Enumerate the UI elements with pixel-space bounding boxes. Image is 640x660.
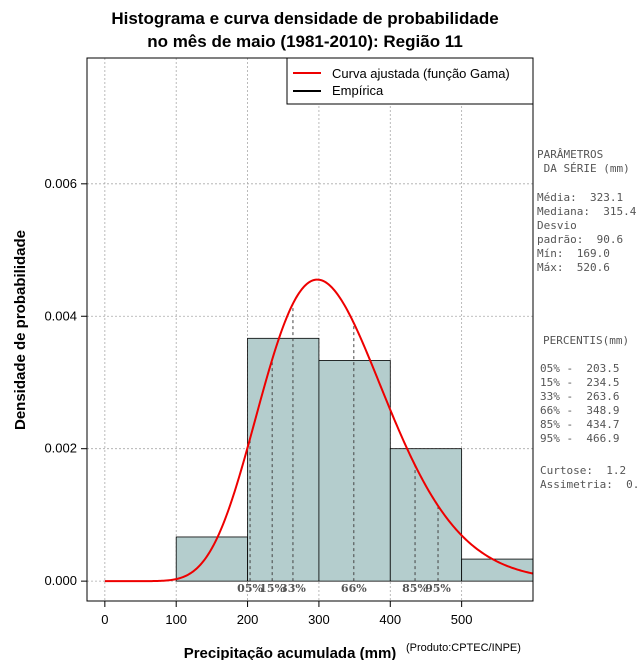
param-mediana: Mediana: 315.4 bbox=[537, 205, 637, 218]
percentil-33: 33% - 263.6 bbox=[540, 390, 619, 403]
percentil-05: 05% - 203.5 bbox=[540, 362, 619, 375]
y-tick-label-0.006: 0.006 bbox=[44, 176, 77, 191]
percentile-labels: 05%15%33% 66% 85%95% bbox=[237, 582, 451, 595]
percentil-85: 85% - 434.7 bbox=[540, 418, 619, 431]
chart-title-line1: Histograma e curva densidade de probabil… bbox=[111, 9, 498, 28]
credit-text: (Produto:CPTEC/INPE) bbox=[406, 642, 521, 654]
stat-curtose: Curtose: 1.2 bbox=[540, 464, 626, 477]
x-tick-label-200: 200 bbox=[237, 612, 259, 627]
percentile-label-05: 05% bbox=[237, 582, 263, 595]
param-min: Mín: 169.0 bbox=[537, 247, 610, 260]
percentile-lines bbox=[249, 303, 439, 582]
params-title-1: PARÂMETROS bbox=[537, 148, 603, 161]
percentil-95: 95% - 466.9 bbox=[540, 432, 619, 445]
y-axis-label: Densidade de probabilidade bbox=[12, 230, 29, 430]
percentis-title: PERCENTIS(mm) bbox=[543, 334, 629, 347]
percentile-label-85: 85% bbox=[402, 582, 428, 595]
percentil-66: 66% - 348.9 bbox=[540, 404, 619, 417]
x-tick-label-300: 300 bbox=[308, 612, 330, 627]
y-tick-label-0.000: 0.000 bbox=[44, 573, 77, 588]
x-tick-label-500: 500 bbox=[451, 612, 473, 627]
percentile-label-33: 33% bbox=[280, 582, 306, 595]
legend: Curva ajustada (função Gama) Empírica bbox=[286, 57, 534, 105]
x-tick-label-400: 400 bbox=[379, 612, 401, 627]
legend-box bbox=[286, 57, 534, 105]
y-tick-label-0.004: 0.004 bbox=[44, 308, 77, 323]
gamma-fit-curve bbox=[104, 278, 533, 583]
percentile-label-95: 95% bbox=[425, 582, 451, 595]
legend-label-empirical: Empírica bbox=[332, 83, 384, 98]
param-padrao: padrão: 90.6 bbox=[537, 233, 623, 246]
params-title-2: DA SÉRIE (mm) bbox=[537, 162, 630, 175]
histogram-bar-3 bbox=[318, 360, 391, 582]
percentile-label-15: 15% bbox=[259, 582, 285, 595]
percentile-label-66: 66% bbox=[341, 582, 367, 595]
side-panel: PARÂMETROS DA SÉRIE (mm) Média: 323.1 Me… bbox=[537, 148, 640, 491]
param-max: Máx: 520.6 bbox=[537, 261, 610, 274]
histogram-bar-1 bbox=[175, 536, 248, 582]
param-desvio: Desvio bbox=[537, 219, 577, 232]
histogram-bars bbox=[175, 337, 533, 582]
histogram-bar-5 bbox=[461, 558, 533, 582]
percentil-15: 15% - 234.5 bbox=[540, 376, 619, 389]
chart-title-line2: no mês de maio (1981-2010): Região 11 bbox=[147, 32, 463, 51]
histogram-bar-2 bbox=[247, 337, 320, 582]
x-axis-label: Precipitação acumulada (mm) bbox=[184, 645, 397, 660]
gamma-curve-layer bbox=[104, 278, 533, 583]
stat-assimetria: Assimetria: 0.2 bbox=[540, 478, 640, 491]
x-tick-label-0: 0 bbox=[101, 612, 108, 627]
legend-label-fitted: Curva ajustada (função Gama) bbox=[332, 66, 510, 81]
param-media: Média: 323.1 bbox=[537, 191, 623, 204]
histogram-bar-4 bbox=[389, 448, 463, 582]
y-tick-label-0.002: 0.002 bbox=[44, 441, 77, 456]
x-tick-label-100: 100 bbox=[165, 612, 187, 627]
